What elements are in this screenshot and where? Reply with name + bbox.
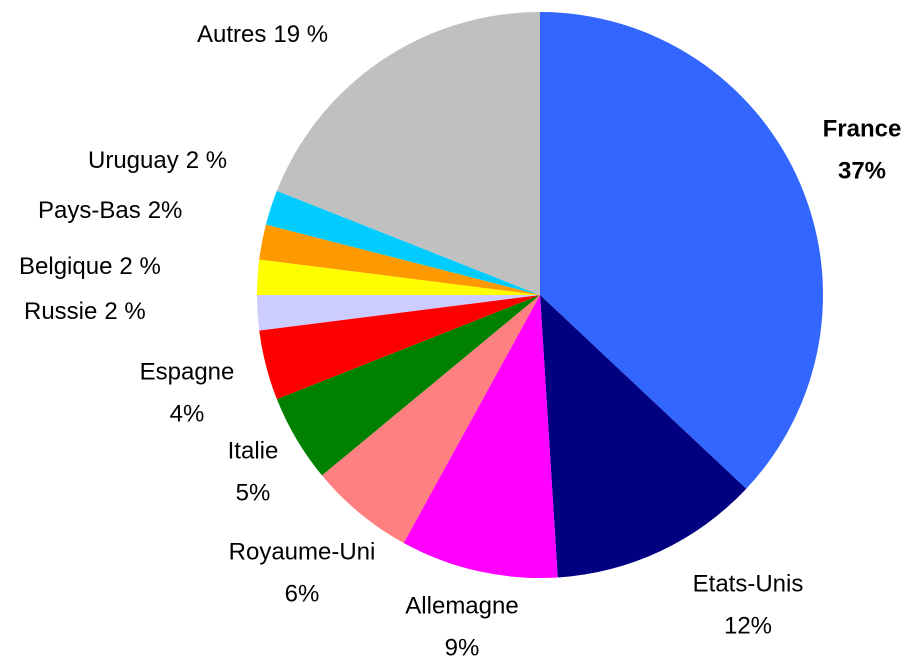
pie-slice <box>540 12 823 489</box>
slice-label: Allemagne <box>405 592 518 619</box>
slice-label: Italie <box>228 437 279 464</box>
slice-value-label: 2 % <box>186 147 227 174</box>
pie-slice <box>403 295 558 579</box>
slice-value-label: 5% <box>236 479 271 506</box>
pie-slice <box>276 295 540 476</box>
slice-value-label: 12% <box>724 612 772 639</box>
slice-label: Uruguay 2 % <box>88 147 227 174</box>
pie-slice <box>276 11 540 295</box>
slice-name: Autres <box>197 21 266 48</box>
pie-slice <box>259 295 540 400</box>
pie-slice <box>265 190 540 295</box>
slice-value-label: 6% <box>285 580 320 607</box>
slice-label: Espagne <box>140 358 235 385</box>
slice-value-label: 2 % <box>104 298 145 325</box>
slice-label: France <box>823 115 902 142</box>
pie-slice <box>540 295 747 578</box>
pie-slice <box>257 295 540 331</box>
slice-value-label: 4% <box>170 400 205 427</box>
slice-value-label: 9% <box>445 634 480 660</box>
slice-value-label: 2 % <box>119 253 160 280</box>
slice-name: Uruguay <box>88 147 179 174</box>
slice-name: Belgique <box>19 253 112 280</box>
slice-value-label: 2% <box>148 197 183 224</box>
slice-label: Etats-Unis <box>693 570 804 597</box>
slice-label: Russie 2 % <box>24 298 146 325</box>
pie-slice <box>321 295 540 543</box>
pie-slice <box>257 259 540 295</box>
pie-slice <box>259 224 540 295</box>
slice-label: Belgique 2 % <box>19 253 161 280</box>
slice-label: Pays-Bas 2% <box>38 197 182 224</box>
slice-label: Royaume-Uni <box>229 538 376 565</box>
slice-value-label: 37% <box>838 157 886 184</box>
slice-name: Russie <box>24 298 97 325</box>
slice-value-label: 19 % <box>273 21 328 48</box>
slice-label: Autres 19 % <box>197 21 328 48</box>
slice-name: Pays-Bas <box>38 197 141 224</box>
